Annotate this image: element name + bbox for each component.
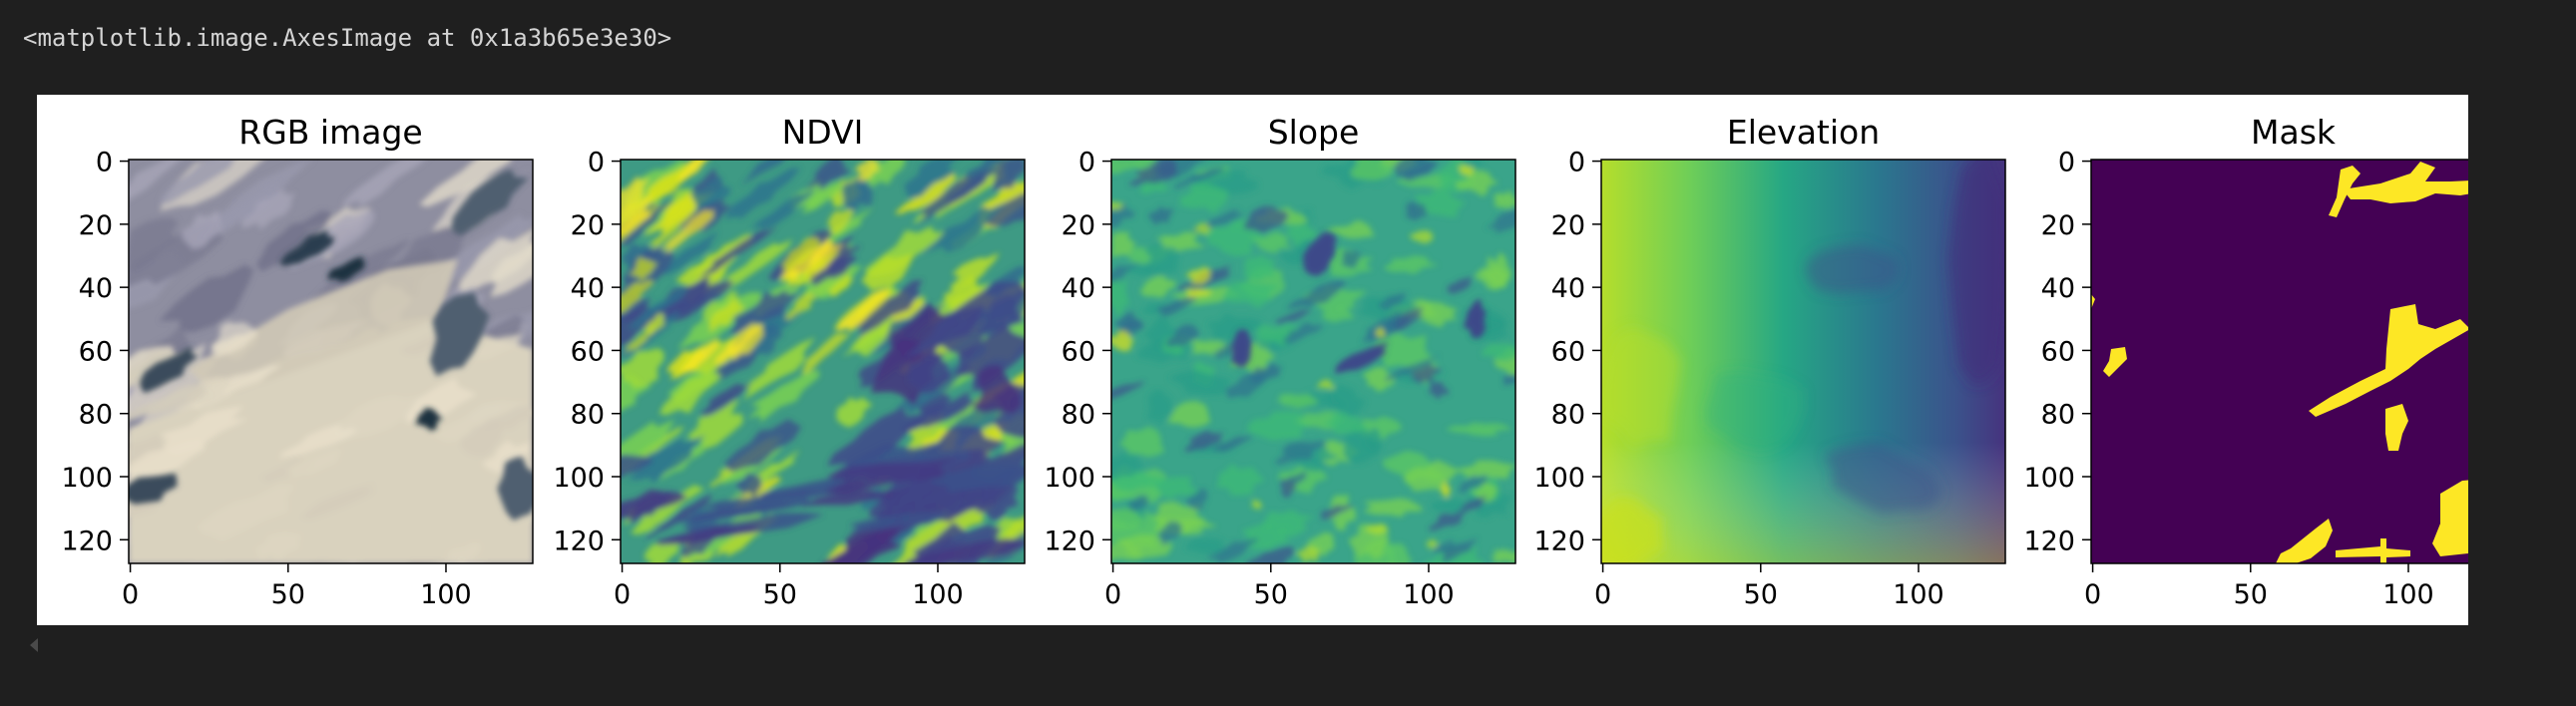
x-tick-label: 50 <box>763 579 797 610</box>
y-tick-label: 100 <box>1533 463 1585 494</box>
panel-rgb: RGB image 0 20 40 60 80 100 120 0 50 100 <box>61 113 534 610</box>
y-tick-label: 40 <box>79 273 113 304</box>
scroll-left-arrow-icon[interactable] <box>30 638 38 652</box>
x-tick-label: 50 <box>1744 579 1778 610</box>
y-tick-label: 20 <box>79 210 113 241</box>
x-tick-label: 0 <box>614 579 631 610</box>
y-tick-label: 40 <box>2041 273 2075 304</box>
y-tick-label: 0 <box>1078 148 1095 178</box>
y-tick-label: 80 <box>571 400 605 431</box>
y-tick-label: 20 <box>2041 210 2075 241</box>
y-tick-label: 20 <box>1551 210 1585 241</box>
y-tick-label: 60 <box>2041 336 2075 367</box>
y-tick-label: 80 <box>2041 400 2075 431</box>
panel-image-ndvi <box>621 160 1025 563</box>
y-tick-label: 0 <box>96 148 113 178</box>
panel-frame-elevation <box>1600 159 2006 564</box>
x-tick-label: 100 <box>420 579 472 610</box>
panel-frame-ndvi <box>620 159 1026 564</box>
panel-frame-rgb <box>128 159 534 564</box>
x-tick-label: 100 <box>2382 579 2434 610</box>
y-tick-label: 20 <box>1062 210 1095 241</box>
panel-frame-slope <box>1110 159 1516 564</box>
x-tick-label: 50 <box>1254 579 1288 610</box>
panel-title-slope: Slope <box>1268 113 1360 152</box>
y-tick-label: 100 <box>1044 463 1095 494</box>
y-tick-label: 20 <box>571 210 605 241</box>
y-tick-label: 120 <box>61 526 113 556</box>
y-tick-label: 60 <box>1062 336 1095 367</box>
x-tick-label: 0 <box>2084 579 2101 610</box>
y-tick-label: 80 <box>1062 400 1095 431</box>
y-tick-label: 60 <box>79 336 113 367</box>
y-tick-label: 100 <box>61 463 113 494</box>
panel-frame-mask <box>2090 159 2468 564</box>
y-tick-label: 80 <box>1551 400 1585 431</box>
y-tick-label: 40 <box>571 273 605 304</box>
panel-image-rgb <box>129 160 533 563</box>
y-tick-label: 120 <box>1533 526 1585 556</box>
panel-title-ndvi: NDVI <box>782 113 864 152</box>
y-tick-label: 100 <box>553 463 605 494</box>
panel-image-slope <box>1111 160 1515 563</box>
y-tick-label: 40 <box>1551 273 1585 304</box>
x-tick-label: 0 <box>1594 579 1611 610</box>
panel-title-rgb: RGB image <box>238 113 422 152</box>
y-tick-label: 0 <box>2058 148 2075 178</box>
panel-image-elevation <box>1601 160 2005 563</box>
x-tick-label: 50 <box>2234 579 2268 610</box>
y-tick-label: 0 <box>588 148 605 178</box>
panel-ndvi: NDVI 0 20 40 60 80 100 120 0 50 100 <box>553 113 1026 610</box>
y-tick-label: 120 <box>1044 526 1095 556</box>
panel-image-mask <box>2091 160 2468 563</box>
x-tick-label: 0 <box>1104 579 1121 610</box>
x-tick-label: 50 <box>271 579 305 610</box>
x-tick-label: 100 <box>1893 579 1944 610</box>
output-repr-text: <matplotlib.image.AxesImage at 0x1a3b65e… <box>23 24 672 52</box>
y-tick-label: 0 <box>1568 148 1585 178</box>
matplotlib-figure: RGB image 0 20 40 60 80 100 120 0 50 100 NDVI 0 20 40 6… <box>37 95 2468 625</box>
figure-canvas: RGB image 0 20 40 60 80 100 120 0 50 100 NDVI 0 20 40 6… <box>61 113 2468 610</box>
y-tick-label: 60 <box>1551 336 1585 367</box>
y-tick-label: 120 <box>553 526 605 556</box>
y-tick-label: 120 <box>2023 526 2075 556</box>
panel-mask: Mask 0 20 40 60 80 100 120 0 50 100 <box>2023 113 2468 610</box>
y-tick-label: 100 <box>2023 463 2075 494</box>
y-tick-label: 40 <box>1062 273 1095 304</box>
panel-title-mask: Mask <box>2251 113 2337 152</box>
x-tick-label: 100 <box>912 579 964 610</box>
panel-title-elevation: Elevation <box>1727 113 1880 152</box>
y-tick-label: 60 <box>571 336 605 367</box>
panel-elevation: Elevation 0 20 40 60 80 100 120 0 50 100 <box>1533 113 2006 610</box>
x-tick-label: 0 <box>122 579 139 610</box>
panel-slope: Slope 0 20 40 60 80 100 120 0 50 100 <box>1044 113 1516 610</box>
x-tick-label: 100 <box>1403 579 1455 610</box>
y-tick-label: 80 <box>79 400 113 431</box>
